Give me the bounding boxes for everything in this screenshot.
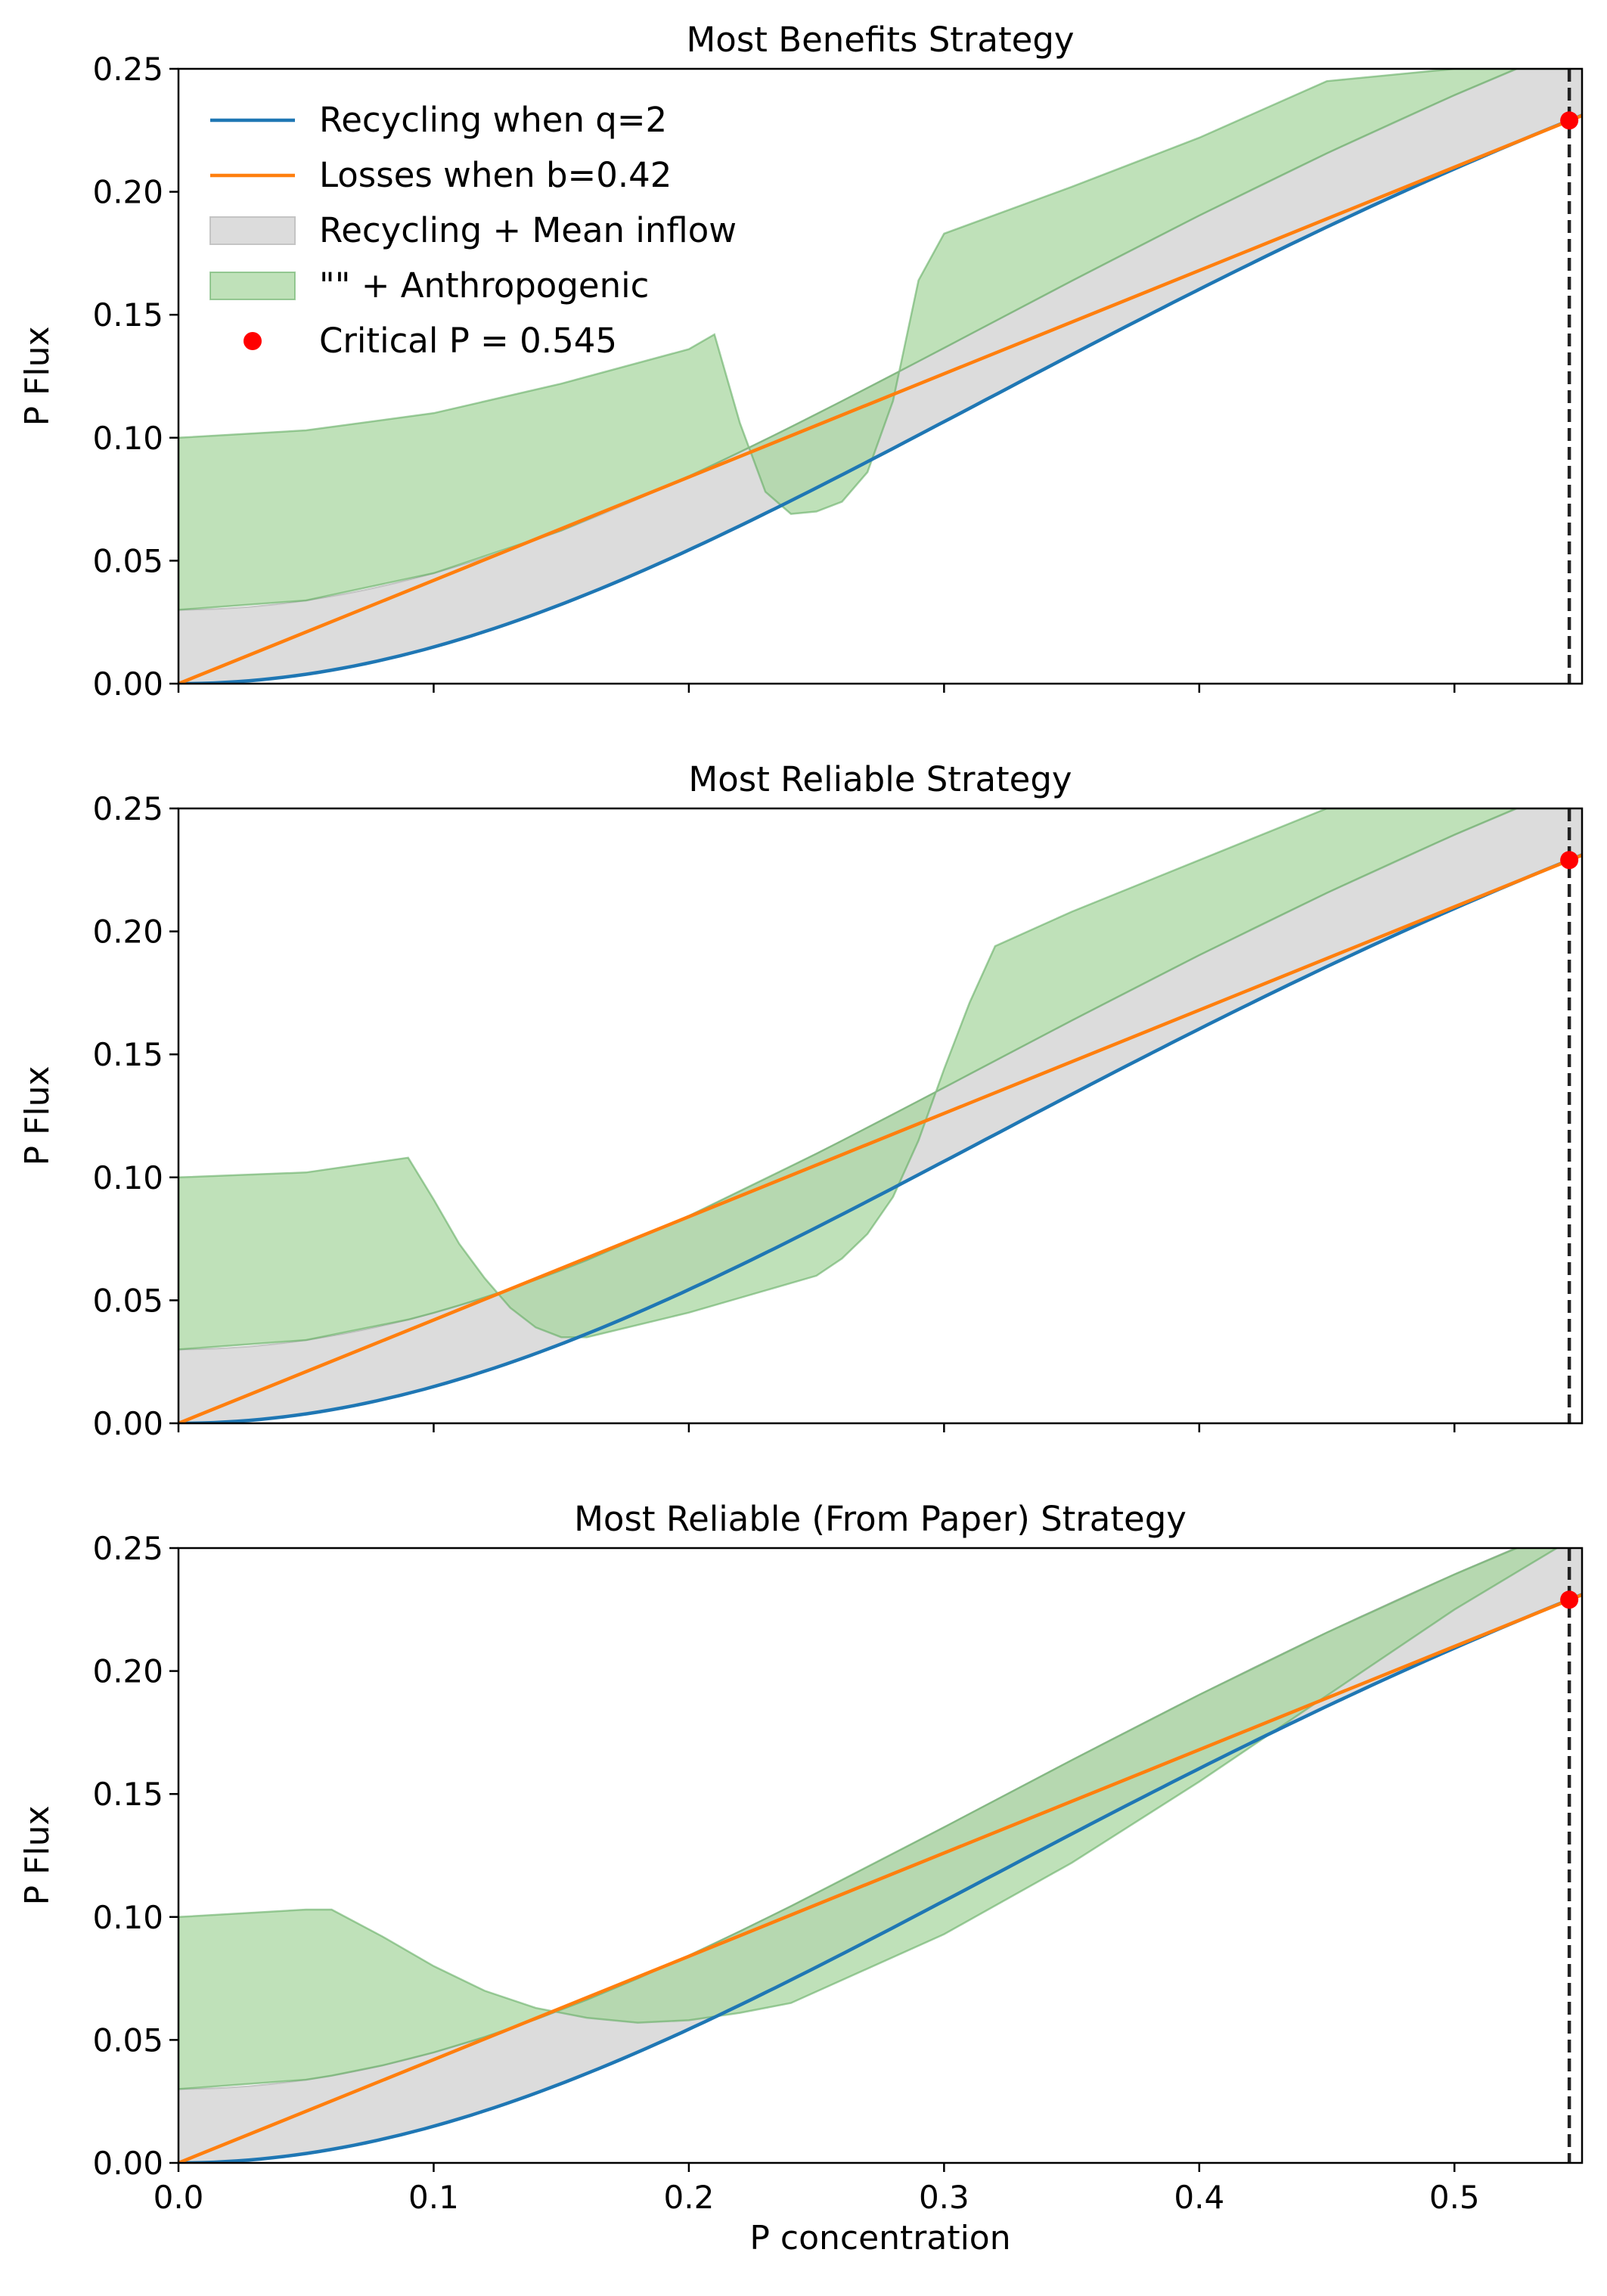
chart-panel-1: 0.00 0.05 0.10 0.15 0.20 0.25 Most Benefits St… [18, 20, 1584, 703]
legend-item: "" + Anthropogenic [209, 265, 649, 306]
x-tick-label: 0.1 [408, 2179, 459, 2216]
legend-item: Critical P = 0.545 [244, 321, 617, 361]
y-tick-label: 0.10 [92, 1899, 163, 1936]
x-tick-label: 0.4 [1174, 2179, 1224, 2216]
y-tick-label: 0.00 [92, 666, 163, 703]
plot-area [178, 808, 1582, 1423]
legend-swatch-patch [209, 271, 296, 300]
recycling-curve [178, 853, 1582, 1423]
legend-item: Recycling when q=2 [210, 100, 667, 140]
legend-label: "" + Anthropogenic [319, 265, 649, 306]
mean-inflow-band [178, 808, 1582, 1423]
critical-point [1560, 1590, 1579, 1609]
legend-label: Losses when b=0.42 [319, 155, 672, 195]
y-tick-label: 0.05 [92, 2021, 163, 2059]
axes-frame [177, 807, 1584, 1425]
losses-line [178, 1593, 1582, 2163]
plot-area [178, 69, 1582, 684]
recycling-curve [178, 113, 1582, 684]
legend-swatch-patch [209, 216, 296, 245]
y-axis-label: P Flux [18, 1066, 57, 1166]
x-axis-label: P concentration [749, 2219, 1010, 2257]
critical-point [1560, 851, 1579, 870]
legend: Recycling when q=2 Losses when b=0.42 Recy… [209, 100, 737, 361]
x-tick-label: 0.0 [154, 2179, 204, 2216]
axes-frame [177, 67, 1584, 685]
y-tick-label: 0.15 [92, 1776, 163, 1813]
y-tick-label: 0.25 [92, 51, 163, 88]
legend-label: Recycling when q=2 [319, 100, 667, 140]
legend-item: Losses when b=0.42 [210, 155, 672, 195]
losses-line [178, 113, 1582, 684]
y-tick-label: 0.20 [92, 914, 163, 951]
legend-label: Critical P = 0.545 [319, 321, 617, 361]
anthropogenic-band [178, 808, 1571, 1351]
x-tick-label: 0.5 [1429, 2179, 1480, 2216]
y-axis-label: P Flux [18, 327, 57, 427]
y-tick-label: 0.00 [92, 1405, 163, 1442]
y-tick-label: 0.20 [92, 174, 163, 211]
y-tick-label: 0.25 [92, 1530, 163, 1567]
y-axis-label: P Flux [18, 1806, 57, 1906]
y-tick-label: 0.00 [92, 2145, 163, 2182]
recycling-curve [178, 1593, 1582, 2163]
y-tick-label: 0.10 [92, 1159, 163, 1196]
chart-title: Most Reliable (From Paper) Strategy [574, 1499, 1187, 1539]
chart-title: Most Benefits Strategy [686, 20, 1074, 60]
anthropogenic-band [178, 69, 1571, 611]
y-tick-label: 0.05 [92, 542, 163, 579]
y-tick-label: 0.15 [92, 296, 163, 334]
plot-area [178, 1548, 1582, 2163]
y-tick-label: 0.05 [92, 1282, 163, 1319]
chart-title: Most Reliable Strategy [688, 759, 1072, 799]
chart-panel-2: 0.00 0.05 0.10 0.15 0.20 0.25 Most Reliable St… [18, 759, 1584, 1442]
legend-label: Recycling + Mean inflow [319, 210, 737, 250]
y-tick-label: 0.20 [92, 1653, 163, 1690]
chart-panel-3: 0.00 0.05 0.10 0.15 0.20 0.25 0.0 0.1 0.2 0.3 0.4 0… [18, 1499, 1584, 2257]
y-tick-label: 0.15 [92, 1036, 163, 1073]
x-tick-label: 0.2 [664, 2179, 715, 2216]
x-tick-label: 0.3 [919, 2179, 969, 2216]
y-tick-label: 0.10 [92, 420, 163, 457]
legend-swatch-dot [244, 332, 262, 350]
anthropogenic-band [178, 1548, 1559, 2090]
losses-line [178, 853, 1582, 1423]
y-tick-label: 0.25 [92, 790, 163, 827]
legend-item: Recycling + Mean inflow [209, 210, 737, 250]
axes-frame [177, 1547, 1584, 2164]
critical-point [1560, 111, 1579, 130]
